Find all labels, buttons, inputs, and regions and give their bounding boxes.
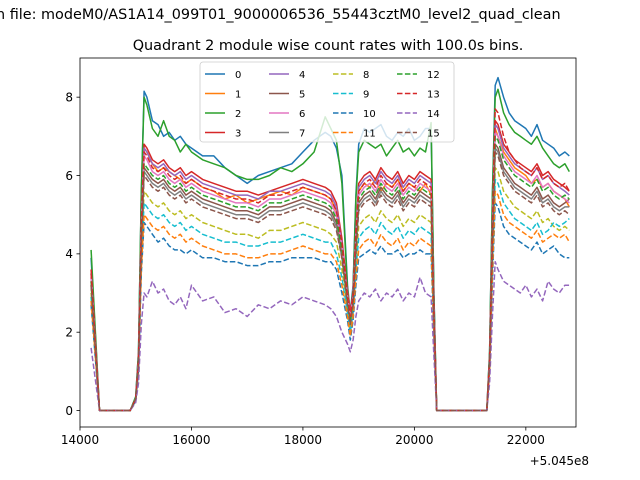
y-tick-label: 8: [65, 90, 73, 104]
ticks-layer: 14000 16000 18000 20000 22000 0 2 4 6 8: [61, 90, 545, 447]
y-tick-label: 2: [65, 326, 73, 340]
series-layer: [90, 76, 570, 412]
series-line-14: [90, 260, 570, 412]
x-tick-label: 22000: [507, 433, 545, 447]
legend-label-3: 3: [235, 128, 241, 139]
y-tick-label: 6: [65, 169, 73, 183]
legend-label-8: 8: [363, 70, 369, 81]
legend-label-15: 15: [427, 128, 440, 139]
x-tick-label: 14000: [61, 433, 99, 447]
x-tick-label: 20000: [395, 433, 433, 447]
legend-label-6: 6: [299, 109, 305, 120]
x-tick-label: 16000: [172, 433, 210, 447]
y-tick-label: 4: [65, 247, 73, 261]
legend-label-9: 9: [363, 89, 369, 100]
legend-label-4: 4: [299, 70, 305, 81]
legend-label-1: 1: [235, 89, 241, 100]
series-line-4: [90, 123, 570, 412]
legend-label-5: 5: [299, 89, 305, 100]
legend-label-10: 10: [363, 109, 376, 120]
series-line-6: [90, 131, 570, 412]
legend-label-14: 14: [427, 109, 440, 120]
series-line-15: [90, 151, 570, 412]
series-line-11: [90, 190, 570, 412]
chart-title: Quadrant 2 module wise count rates with …: [133, 38, 524, 54]
series-line-10: [90, 202, 570, 412]
x-tick-label: 18000: [284, 433, 322, 447]
legend-label-2: 2: [235, 109, 241, 120]
series-line-9: [90, 178, 570, 412]
legend-label-7: 7: [299, 128, 305, 139]
series-line-13: [90, 108, 570, 412]
legend-label-0: 0: [235, 70, 241, 81]
legend-label-12: 12: [427, 70, 440, 81]
series-line-0: [90, 76, 570, 412]
series-line-2: [90, 88, 570, 412]
series-line-12: [90, 135, 570, 412]
y-tick-label: 0: [65, 404, 73, 418]
legend-label-11: 11: [363, 128, 376, 139]
series-line-8: [90, 166, 570, 412]
axes-frame: [79, 57, 577, 428]
legend-label-13: 13: [427, 89, 440, 100]
chart-suptitle: n file: modeM0/AS1A14_099T01_9000006536_…: [0, 7, 561, 23]
x-offset-label: +5.045e8: [530, 454, 589, 468]
legend-box: [199, 61, 455, 143]
series-line-3: [90, 119, 570, 412]
